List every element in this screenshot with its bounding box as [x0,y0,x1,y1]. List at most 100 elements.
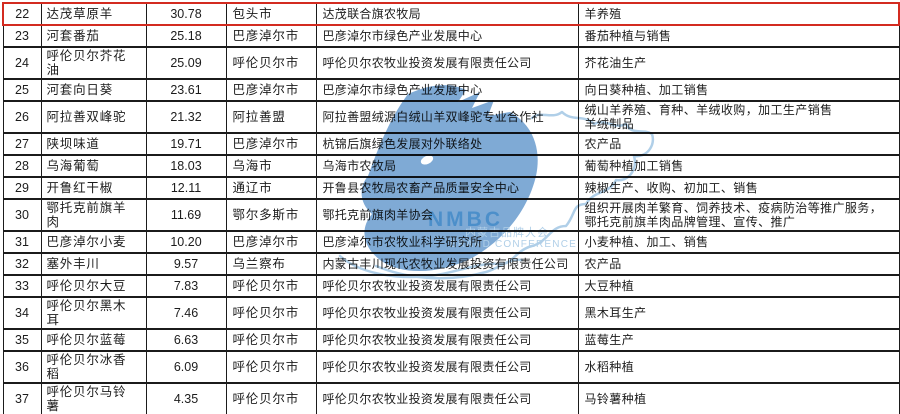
brand-name-cell: 达茂草原羊 [40,2,147,26]
organization-cell: 开鲁县农牧局农畜产品质量安全中心 [315,176,579,200]
rank-cell: 25 [2,78,42,102]
value-cell: 11.69 [145,198,227,232]
category-cell: 番茄种植与销售 [577,24,900,48]
organization-cell: 呼伦贝尔农牧业投资发展有限责任公司 [315,350,579,384]
table-row: 26 阿拉善双峰驼 21.32 阿拉善盟 阿拉善盟绒源白绒山羊双峰驼专业合作社 … [2,100,900,134]
table-row: 37 呼伦贝尔马铃薯 4.35 呼伦贝尔市 呼伦贝尔农牧业投资发展有限责任公司 … [2,382,900,414]
category-cell: 绒山羊养殖、育种、羊绒收购，加工生产销售 羊绒制品 [577,100,900,134]
value-cell: 4.35 [145,382,227,414]
brand-name-cell: 呼伦贝尔大豆 [40,274,147,298]
brand-name-cell: 呼伦贝尔蓝莓 [40,328,147,352]
organization-cell: 鄂托克前旗肉羊协会 [315,198,579,232]
brand-name-cell: 呼伦贝尔黑木耳 [40,296,147,330]
value-cell: 23.61 [145,78,227,102]
city-cell: 通辽市 [225,176,317,200]
city-cell: 呼伦贝尔市 [225,274,317,298]
city-cell: 鄂尔多斯市 [225,198,317,232]
category-cell: 黑木耳生产 [577,296,900,330]
value-cell: 18.03 [145,154,227,178]
value-cell: 6.09 [145,350,227,384]
value-cell: 25.09 [145,46,227,80]
organization-cell: 呼伦贝尔农牧业投资发展有限责任公司 [315,274,579,298]
table-row: 23 河套番茄 25.18 巴彦淖尔市 巴彦淖尔市绿色产业发展中心 番茄种植与销… [2,24,900,48]
brand-name-cell: 阿拉善双峰驼 [40,100,147,134]
organization-cell: 巴彦淖尔市农牧业科学研究所 [315,230,579,254]
category-cell: 蓝莓生产 [577,328,900,352]
category-cell: 大豆种植 [577,274,900,298]
city-cell: 巴彦淖尔市 [225,24,317,48]
rank-cell: 31 [2,230,42,254]
category-cell: 辣椒生产、收购、初加工、销售 [577,176,900,200]
organization-cell: 呼伦贝尔农牧业投资发展有限责任公司 [315,328,579,352]
rank-cell: 32 [2,252,42,276]
table-row: 28 乌海葡萄 18.03 乌海市 乌海市农牧局 葡萄种植加工销售 [2,154,900,178]
rank-cell: 24 [2,46,42,80]
table-row: 32 塞外丰川 9.57 乌兰察布 内蒙古丰川现代农牧业发展投资有限责任公司 农… [2,252,900,276]
rank-cell: 26 [2,100,42,134]
organization-cell: 乌海市农牧局 [315,154,579,178]
value-cell: 21.32 [145,100,227,134]
rank-cell: 30 [2,198,42,232]
category-cell: 小麦种植、加工、销售 [577,230,900,254]
rank-cell: 29 [2,176,42,200]
city-cell: 乌兰察布 [225,252,317,276]
city-cell: 呼伦贝尔市 [225,382,317,414]
organization-cell: 杭锦后旗绿色发展对外联络处 [315,132,579,156]
category-cell: 羊养殖 [577,2,900,26]
city-cell: 阿拉善盟 [225,100,317,134]
brand-name-cell: 呼伦贝尔冰香稻 [40,350,147,384]
table-row: 35 呼伦贝尔蓝莓 6.63 呼伦贝尔市 呼伦贝尔农牧业投资发展有限责任公司 蓝… [2,328,900,352]
city-cell: 呼伦贝尔市 [225,350,317,384]
value-cell: 6.63 [145,328,227,352]
table-row: 29 开鲁红干椒 12.11 通辽市 开鲁县农牧局农畜产品质量安全中心 辣椒生产… [2,176,900,200]
table-row: 31 巴彦淖尔小麦 10.20 巴彦淖尔市 巴彦淖尔市农牧业科学研究所 小麦种植… [2,230,900,254]
brand-name-cell: 陕坝味道 [40,132,147,156]
table-row: 30 鄂托克前旗羊肉 11.69 鄂尔多斯市 鄂托克前旗肉羊协会 组织开展肉羊繁… [2,198,900,232]
brand-name-cell: 巴彦淖尔小麦 [40,230,147,254]
brand-name-cell: 呼伦贝尔马铃薯 [40,382,147,414]
city-cell: 巴彦淖尔市 [225,230,317,254]
city-cell: 巴彦淖尔市 [225,132,317,156]
value-cell: 19.71 [145,132,227,156]
brand-name-cell: 乌海葡萄 [40,154,147,178]
category-cell: 马铃薯种植 [577,382,900,414]
category-cell: 组织开展肉羊繁育、饲养技术、疫病防治等推广服务，鄂托克前旗羊肉品牌管理、宣传、推… [577,198,900,232]
category-cell: 水稻种植 [577,350,900,384]
brand-name-cell: 河套番茄 [40,24,147,48]
table-row: 27 陕坝味道 19.71 巴彦淖尔市 杭锦后旗绿色发展对外联络处 农产品 [2,132,900,156]
brand-name-cell: 鄂托克前旗羊肉 [40,198,147,232]
organization-cell: 呼伦贝尔农牧业投资发展有限责任公司 [315,46,579,80]
value-cell: 12.11 [145,176,227,200]
table-row: 25 河套向日葵 23.61 巴彦淖尔市 巴彦淖尔市绿色产业发展中心 向日葵种植… [2,78,900,102]
value-cell: 7.83 [145,274,227,298]
value-cell: 7.46 [145,296,227,330]
brand-name-cell: 开鲁红干椒 [40,176,147,200]
city-cell: 乌海市 [225,154,317,178]
organization-cell: 巴彦淖尔市绿色产业发展中心 [315,24,579,48]
value-cell: 25.18 [145,24,227,48]
category-cell: 向日葵种植、加工销售 [577,78,900,102]
table-row: 24 呼伦贝尔芥花油 25.09 呼伦贝尔市 呼伦贝尔农牧业投资发展有限责任公司… [2,46,900,80]
table-row: 33 呼伦贝尔大豆 7.83 呼伦贝尔市 呼伦贝尔农牧业投资发展有限责任公司 大… [2,274,900,298]
organization-cell: 达茂联合旗农牧局 [315,2,579,26]
value-cell: 9.57 [145,252,227,276]
organization-cell: 呼伦贝尔农牧业投资发展有限责任公司 [315,382,579,414]
category-cell: 芥花油生产 [577,46,900,80]
city-cell: 呼伦贝尔市 [225,296,317,330]
organization-cell: 阿拉善盟绒源白绒山羊双峰驼专业合作社 [315,100,579,134]
organization-cell: 内蒙古丰川现代农牧业发展投资有限责任公司 [315,252,579,276]
organization-cell: 呼伦贝尔农牧业投资发展有限责任公司 [315,296,579,330]
organization-cell: 巴彦淖尔市绿色产业发展中心 [315,78,579,102]
value-cell: 30.78 [145,2,227,26]
rank-cell: 33 [2,274,42,298]
category-cell: 农产品 [577,252,900,276]
category-cell: 葡萄种植加工销售 [577,154,900,178]
table-row: 22 达茂草原羊 30.78 包头市 达茂联合旗农牧局 羊养殖 [2,2,900,26]
brand-name-cell: 呼伦贝尔芥花油 [40,46,147,80]
rank-cell: 37 [2,382,42,414]
rank-cell: 22 [2,2,42,26]
brand-name-cell: 塞外丰川 [40,252,147,276]
category-cell: 农产品 [577,132,900,156]
